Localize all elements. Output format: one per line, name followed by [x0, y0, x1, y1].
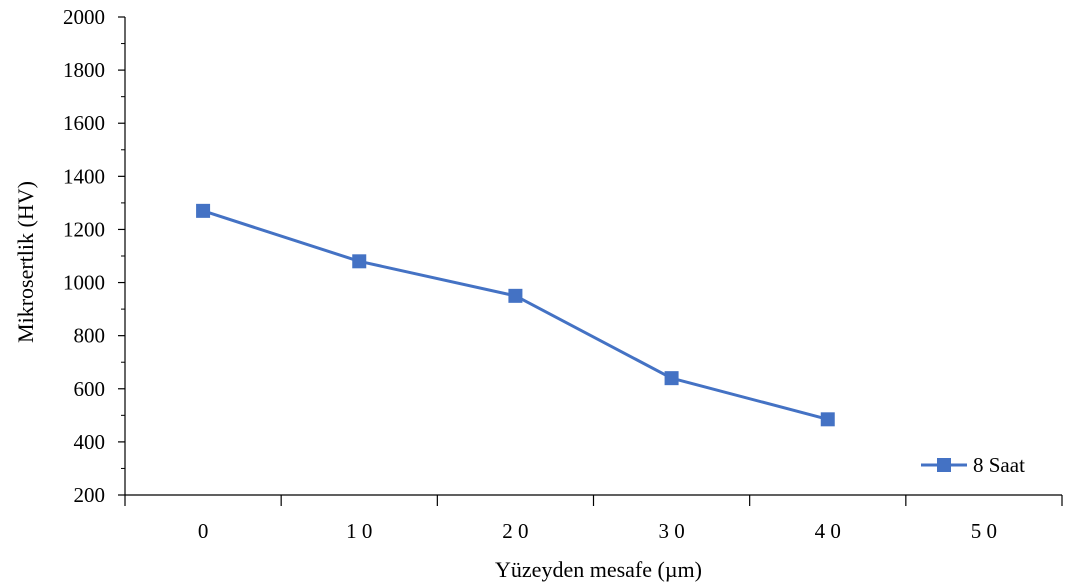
y-tick-label: 600 [74, 377, 106, 401]
data-point [508, 288, 523, 303]
legend-label: 8 Saat [973, 453, 1025, 477]
data-point [196, 203, 211, 218]
legend-marker-swatch [937, 458, 951, 472]
y-tick-label: 1400 [63, 164, 105, 188]
data-point [352, 254, 367, 269]
data-point [664, 371, 679, 386]
y-tick-label: 800 [74, 324, 106, 348]
series-layer [196, 203, 835, 427]
y-axis: 200 400 600 800 1000 1200 1400 1600 1800 2000 [63, 5, 126, 507]
x-tick-label: 1 0 [346, 519, 372, 543]
y-axis-title: Mikrosertlik (HV) [13, 181, 38, 343]
x-tick-label: 0 [198, 519, 209, 543]
y-tick-label: 1600 [63, 111, 105, 135]
x-axis-title: Yüzeyden mesafe (µm) [495, 557, 702, 582]
x-ticks: 0 1 0 2 0 3 0 4 0 5 0 [124, 495, 1063, 543]
x-tick-label: 3 0 [658, 519, 684, 543]
y-tick-label: 1200 [63, 217, 105, 241]
y-ticks: 200 400 600 800 1000 1200 1400 1600 1800 2000 [63, 5, 125, 507]
x-tick-label: 2 0 [502, 519, 528, 543]
x-axis: 0 1 0 2 0 3 0 4 0 5 0 [124, 494, 1063, 543]
y-tick-label: 200 [74, 483, 106, 507]
y-tick-label: 400 [74, 430, 106, 454]
x-tick-label: 4 0 [815, 519, 841, 543]
data-point [820, 412, 835, 427]
y-tick-label: 1000 [63, 271, 105, 295]
series-line [202, 209, 829, 421]
y-tick-label: 1800 [63, 58, 105, 82]
legend: 8 Saat [921, 453, 1025, 477]
x-tick-label: 5 0 [971, 519, 997, 543]
y-tick-label: 2000 [63, 5, 105, 29]
